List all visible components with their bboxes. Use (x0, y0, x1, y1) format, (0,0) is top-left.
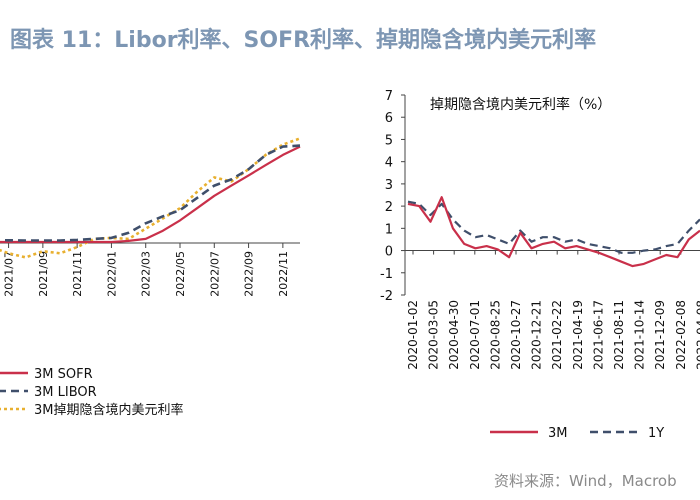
right-y-tick-label: 6 (385, 111, 393, 126)
right-x-tick-label: 2021-04-19 (571, 300, 585, 370)
left-x-tick-label: 2022/05 (174, 251, 187, 297)
left-series-line-2 (0, 137, 301, 259)
right-y-tick-label: 1 (385, 222, 393, 237)
right-series-line-1 (407, 200, 700, 254)
right-y-tick-label: 0 (385, 245, 393, 260)
left-x-tick-label: 2022/03 (140, 251, 153, 297)
right-x-tick-label: 2020-03-05 (427, 300, 441, 370)
right-y-tick-label: -1 (380, 267, 393, 282)
right-legend-label-1: 1Y (648, 426, 664, 441)
left-x-tick-label: 2022/07 (208, 251, 221, 297)
left-legend-label-1: 3M LIBOR (34, 385, 97, 400)
page-title: 图表 11：Libor利率、SOFR利率、掉期隐含境内美元利率 (10, 28, 597, 53)
right-x-tick-label: 2021-12-09 (653, 300, 667, 370)
left-legend-label-2: 3M掉期隐含境内美元利率 (34, 402, 184, 418)
left-x-tick-label: 2022/09 (243, 251, 256, 297)
left-x-tick-label: 2021/07 (3, 251, 16, 297)
left-x-tick-label: 2021/09 (37, 251, 50, 297)
right-y-tick-label: 4 (385, 156, 393, 171)
right-series-line-0 (407, 196, 700, 268)
right-x-tick-label: 2021-08-11 (612, 300, 626, 370)
right-y-tick-label: 7 (385, 89, 393, 104)
right-x-tick-label: 2020-07-01 (468, 300, 482, 370)
right-x-tick-label: 2020-08-25 (488, 300, 502, 370)
source-note: 资料来源：Wind，Macrob (494, 472, 677, 490)
right-x-tick-label: 2021-10-14 (633, 300, 647, 370)
right-x-tick-label: 2020-12-21 (530, 300, 544, 370)
right-legend-label-0: 3M (548, 426, 568, 441)
right-y-tick-label: 3 (385, 178, 393, 193)
left-series-line-1 (0, 144, 301, 242)
right-y-tick-label: 2 (385, 200, 393, 215)
right-x-tick-label: 2020-10-27 (509, 300, 523, 370)
right-x-tick-label: 2020-04-30 (447, 300, 461, 370)
right-x-tick-label: 2022-02-08 (674, 300, 688, 370)
left-legend-label-0: 3M SOFR (34, 367, 93, 382)
right-y-tick-label: -2 (380, 289, 393, 304)
left-x-tick-label: 2022/01 (105, 251, 118, 297)
left-x-tick-label: 2021/11 (71, 251, 84, 297)
left-series-line-0 (0, 145, 301, 244)
right-x-tick-label: 2021-02-22 (550, 300, 564, 370)
right-x-tick-label: 2020-01-02 (406, 300, 420, 370)
left-x-tick-label: 2022/11 (277, 251, 290, 297)
right-x-tick-label: 2021-06-17 (591, 300, 605, 370)
right-x-tick-label: 2022-04-08 (694, 300, 700, 370)
right-y-tick-label: 5 (385, 133, 393, 148)
right-chart-title: 掉期隐含境内美元利率（%） (430, 96, 611, 113)
